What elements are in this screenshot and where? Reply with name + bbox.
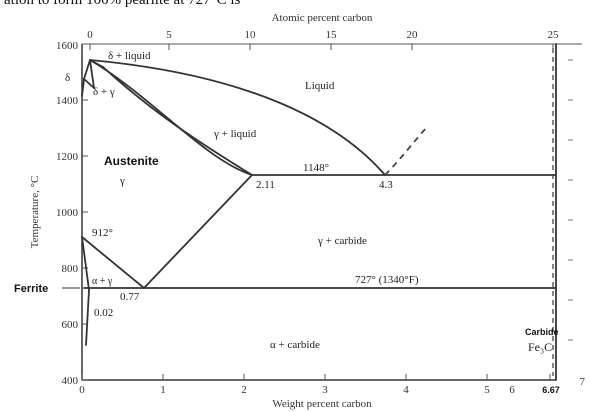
bottom-tick-7: 7 xyxy=(580,376,586,388)
top-axis-title: Atomic percent carbon xyxy=(272,12,373,24)
label-912: 912° xyxy=(92,227,113,239)
bottom-tick-0: 0 xyxy=(79,384,85,396)
label-carbide: Carbide xyxy=(525,327,559,337)
left-tick-600: 600 xyxy=(62,319,79,331)
bottom-tick-3: 3 xyxy=(322,384,328,396)
label-727: 727° (1340°F) xyxy=(355,274,419,286)
label-1148: 1148° xyxy=(303,162,329,174)
label-fe3c: Fe₃C xyxy=(528,340,552,354)
left-tick-400: 400 xyxy=(62,375,79,387)
top-tick-10: 10 xyxy=(245,29,257,41)
label-gamma-carbide: γ + carbide xyxy=(317,235,367,247)
bottom-tick-4: 4 xyxy=(403,384,409,396)
graphite-liquidus-dashed xyxy=(384,125,429,176)
label-liquid: Liquid xyxy=(305,80,335,92)
label-0-77: 0.77 xyxy=(120,291,140,303)
label-delta-gamma: δ + γ xyxy=(93,86,115,98)
label-gamma: γ xyxy=(119,175,125,187)
label-ferrite: Ferrite xyxy=(14,283,48,295)
bottom-tick-1: 1 xyxy=(160,384,166,396)
top-tick-0: 0 xyxy=(87,29,93,41)
bottom-tick-5: 5 xyxy=(484,384,490,396)
label-0-02: 0.02 xyxy=(94,307,113,319)
left-tick-1600: 1600 xyxy=(56,40,79,52)
solidus-line xyxy=(102,66,253,176)
bottom-tick-6: 6 xyxy=(509,384,515,396)
label-austenite: Austenite xyxy=(104,154,159,168)
label-alpha-gamma: α + γ xyxy=(92,276,113,287)
a3-line xyxy=(81,236,145,289)
left-tick-1200: 1200 xyxy=(56,151,79,163)
alpha-solvus xyxy=(85,289,90,346)
left-tick-800: 800 xyxy=(62,263,79,275)
bottom-tick-2: 2 xyxy=(241,384,247,396)
top-tick-15: 15 xyxy=(326,29,338,41)
top-tick-5: 5 xyxy=(166,29,172,41)
delta-gamma-left xyxy=(89,59,95,89)
right-tick-marks xyxy=(568,59,573,341)
bottom-tick-marks xyxy=(81,374,551,380)
top-tick-marks xyxy=(89,44,554,50)
label-4-3: 4.3 xyxy=(379,179,393,191)
acm-line xyxy=(143,174,253,289)
left-axis-title: Temperature, °C xyxy=(29,176,41,249)
delta-region-left xyxy=(81,78,85,97)
left-tick-1400: 1400 xyxy=(56,95,79,107)
label-delta-liquid: δ + liquid xyxy=(108,50,151,62)
left-tick-1000: 1000 xyxy=(56,207,79,219)
plot-frame xyxy=(81,44,556,381)
liquidus-line-right xyxy=(89,59,386,176)
delta-gamma-lower xyxy=(83,78,95,89)
alpha-gamma-boundary xyxy=(81,236,90,291)
bottom-tick-6-67: 6.67 xyxy=(542,385,560,395)
label-delta: δ xyxy=(65,72,70,84)
delta-region-top xyxy=(83,59,104,80)
label-gamma-liquid: γ + liquid xyxy=(213,128,257,140)
label-alpha-carbide: α + carbide xyxy=(270,339,320,351)
top-tick-20: 20 xyxy=(407,29,419,41)
header-text: ation to form 100% pearlite at 727°C is xyxy=(4,0,241,8)
bottom-axis-title: Weight percent carbon xyxy=(272,398,372,410)
top-tick-25: 25 xyxy=(548,29,560,41)
label-2-11: 2.11 xyxy=(256,179,275,191)
